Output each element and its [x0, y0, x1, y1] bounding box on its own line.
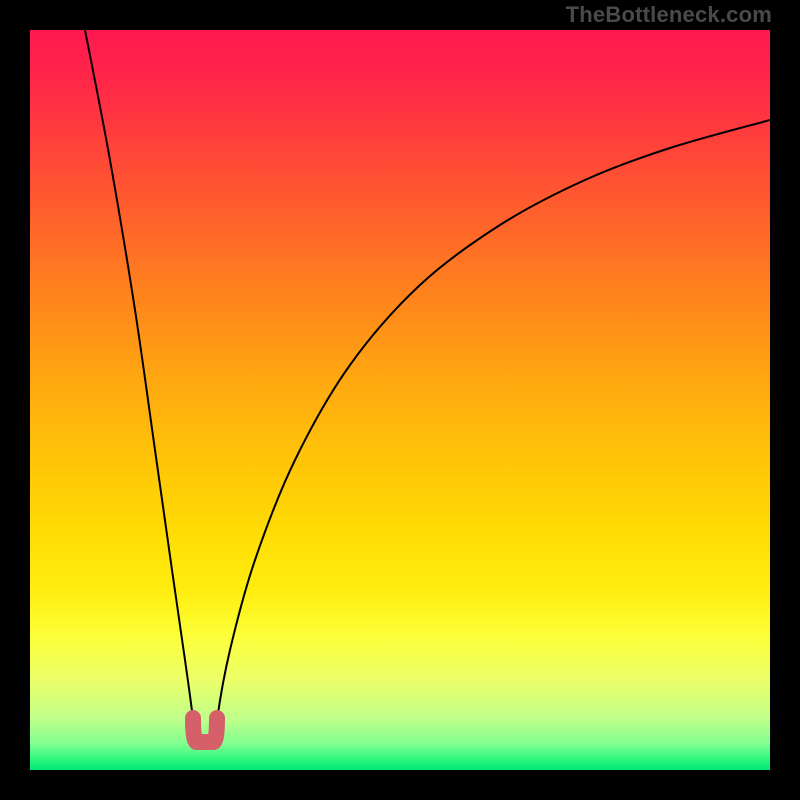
watermark-text: TheBottleneck.com [566, 2, 772, 28]
optimal-marker [193, 718, 217, 742]
bottleneck-curve [85, 30, 770, 745]
bottleneck-plot [30, 30, 770, 770]
chart-frame [0, 0, 800, 800]
curve-layer [30, 30, 770, 770]
